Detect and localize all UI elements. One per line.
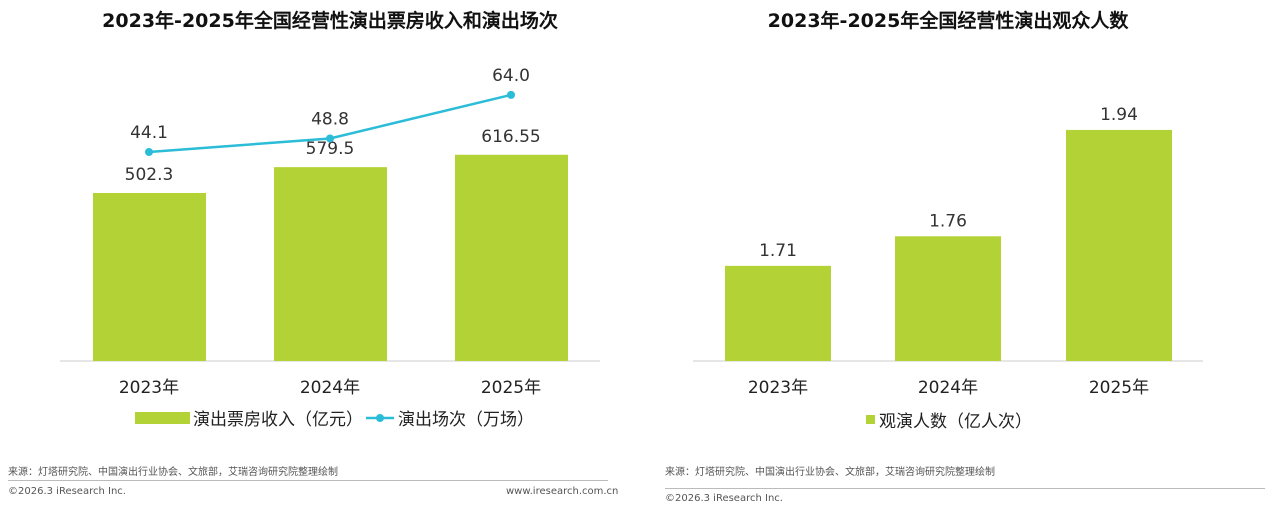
bar-label: 1.76 xyxy=(929,211,967,231)
divider-right xyxy=(665,488,1265,489)
x-tick-label: 2025年 xyxy=(481,378,541,398)
copyright-right: ©2026.3 iResearch Inc. xyxy=(665,493,783,504)
source-note-left: 来源：灯塔研究院、中国演出行业协会、文旅部，艾瑞咨询研究院整理绘制 xyxy=(8,467,338,478)
bar xyxy=(725,265,831,361)
legend-label-line: 演出场次（万场） xyxy=(398,410,534,430)
bar xyxy=(895,236,1001,361)
chart-title: 2023年-2025年全国经营性演出观众人数 xyxy=(768,9,1130,32)
x-tick-label: 2023年 xyxy=(119,378,179,398)
x-tick-label: 2024年 xyxy=(300,378,360,398)
line-point xyxy=(507,90,515,99)
line-label: 64.0 xyxy=(492,66,530,86)
legend-swatch-bar xyxy=(866,415,875,424)
x-tick-label: 2025年 xyxy=(1089,378,1149,398)
bar-label: 579.5 xyxy=(306,139,355,159)
bar xyxy=(93,192,206,361)
line-point xyxy=(145,148,153,156)
legend-swatch-bar xyxy=(135,412,190,424)
chart-title: 2023年-2025年全国经营性演出票房收入和演出场次 xyxy=(102,9,558,32)
bar xyxy=(1066,129,1172,361)
bar-label: 502.3 xyxy=(125,165,174,185)
copyright-left: ©2026.3 iResearch Inc. xyxy=(8,486,126,497)
x-tick-label: 2023年 xyxy=(748,378,808,398)
line-label: 48.8 xyxy=(311,110,349,130)
bar-label: 1.94 xyxy=(1100,105,1138,125)
legend-label-bar: 观演人数（亿人次） xyxy=(879,412,1032,432)
bar xyxy=(274,167,387,361)
bar xyxy=(455,154,568,361)
source-note-right: 来源：灯塔研究院、中国演出行业协会、文旅部，艾瑞咨询研究院整理绘制 xyxy=(665,467,995,478)
x-tick-label: 2024年 xyxy=(918,378,978,398)
line-point xyxy=(326,134,334,143)
bar-label: 616.55 xyxy=(481,127,540,147)
url-left: www.iresearch.com.cn xyxy=(506,486,619,497)
bar-label: 1.71 xyxy=(759,241,797,261)
legend-label-bar: 演出票房收入（亿元） xyxy=(193,410,363,430)
line-label: 44.1 xyxy=(130,123,168,143)
legend-marker-line xyxy=(376,414,384,422)
divider-left xyxy=(8,480,608,481)
